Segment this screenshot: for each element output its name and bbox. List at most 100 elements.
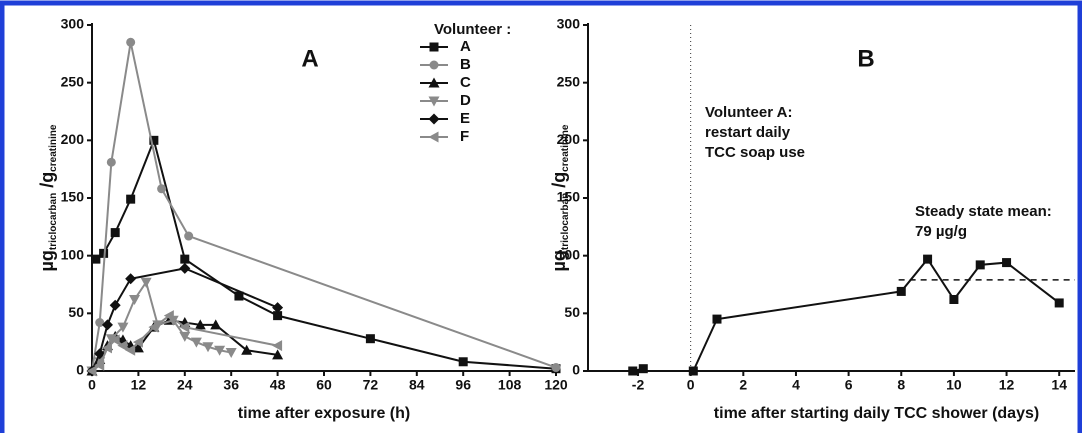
series-line (632, 257, 1060, 372)
marker (628, 366, 638, 376)
legend-label: C (460, 74, 471, 91)
y-tick-label: 100 (557, 246, 581, 262)
marker (428, 131, 439, 143)
series-line (95, 137, 557, 370)
marker (99, 248, 109, 258)
marker (109, 334, 120, 346)
marker (428, 113, 440, 125)
marker (429, 42, 439, 52)
marker (194, 319, 206, 330)
y-axis-label-part: creatinine (48, 124, 59, 172)
panel-label: A (301, 45, 318, 72)
y-tick-label: 100 (61, 246, 85, 262)
x-axis-label: time after exposure (h) (238, 405, 410, 422)
marker (179, 331, 191, 342)
marker (190, 337, 202, 348)
marker (163, 310, 174, 322)
y-tick-label: 150 (61, 189, 85, 205)
marker (91, 254, 101, 264)
marker (688, 366, 698, 376)
marker (179, 321, 190, 333)
marker (458, 357, 468, 367)
x-tick-label: 72 (363, 377, 379, 393)
marker (202, 342, 214, 353)
marker (272, 349, 284, 360)
y-tick-label: 250 (61, 73, 85, 89)
annotation: Steady state mean: (915, 203, 1052, 220)
panel-label: B (857, 45, 874, 72)
marker (1002, 258, 1012, 268)
marker (273, 311, 283, 321)
marker (638, 364, 648, 374)
marker (896, 286, 906, 296)
y-axis-label-part: µg (549, 250, 569, 271)
annotation: restart daily (705, 124, 791, 141)
x-tick-label: 84 (409, 377, 425, 393)
marker (149, 135, 159, 145)
x-tick-label: 8 (897, 377, 905, 393)
marker (272, 302, 284, 314)
x-tick-label: 6 (845, 377, 853, 393)
marker (132, 336, 143, 348)
y-axis-label-part: triclocarban (48, 193, 59, 250)
marker (126, 37, 136, 47)
y-axis-label: µgtriclocarban /gcreatinine (37, 124, 59, 271)
marker (210, 319, 222, 330)
marker (241, 344, 253, 355)
x-tick-label: 2 (739, 377, 747, 393)
marker (428, 77, 440, 88)
marker (109, 299, 121, 311)
y-axis-label-part: µg (37, 250, 57, 271)
y-axis-label-part: /g (549, 172, 569, 193)
y-axis-label: µgtriclocarban /gcreatinine (549, 124, 571, 271)
legend-label: A (460, 38, 471, 55)
marker (117, 340, 128, 352)
x-axis-label: time after starting daily TCC shower (da… (714, 405, 1039, 422)
marker (234, 291, 244, 301)
marker (132, 342, 144, 353)
marker (106, 157, 116, 167)
marker (94, 348, 106, 360)
marker (225, 348, 237, 359)
y-tick-label: 250 (557, 73, 581, 89)
y-tick-label: 200 (61, 131, 85, 147)
x-tick-label: -2 (632, 377, 645, 393)
annotation: TCC soap use (705, 144, 805, 161)
marker (126, 194, 136, 204)
marker (110, 228, 120, 238)
marker (949, 294, 959, 304)
x-tick-label: 14 (1051, 377, 1067, 393)
marker (975, 260, 985, 270)
y-tick-label: 50 (68, 304, 84, 320)
annotation: Volunteer A: (705, 104, 793, 121)
y-tick-label: 200 (557, 131, 581, 147)
marker (712, 314, 722, 324)
y-tick-label: 300 (557, 16, 581, 32)
marker (365, 334, 375, 344)
x-tick-label: 60 (316, 377, 332, 393)
marker (1054, 298, 1064, 308)
y-tick-label: 300 (61, 16, 85, 32)
marker (923, 254, 933, 264)
marker (129, 294, 141, 305)
marker (101, 342, 112, 354)
marker (148, 321, 159, 333)
marker (272, 340, 283, 352)
marker (184, 231, 194, 241)
x-tick-label: 24 (177, 377, 193, 393)
series-line (91, 279, 232, 372)
legend-label: E (460, 110, 470, 127)
y-tick-label: 150 (557, 189, 581, 205)
x-tick-label: 96 (455, 377, 471, 393)
marker (95, 318, 105, 328)
marker (214, 345, 226, 356)
y-tick-label: 0 (76, 362, 84, 378)
y-axis-label-part: triclocarban (560, 193, 571, 250)
legend-label: D (460, 92, 471, 109)
y-tick-label: 50 (564, 304, 580, 320)
x-tick-label: 48 (270, 377, 286, 393)
marker (86, 365, 97, 377)
marker (94, 359, 105, 371)
